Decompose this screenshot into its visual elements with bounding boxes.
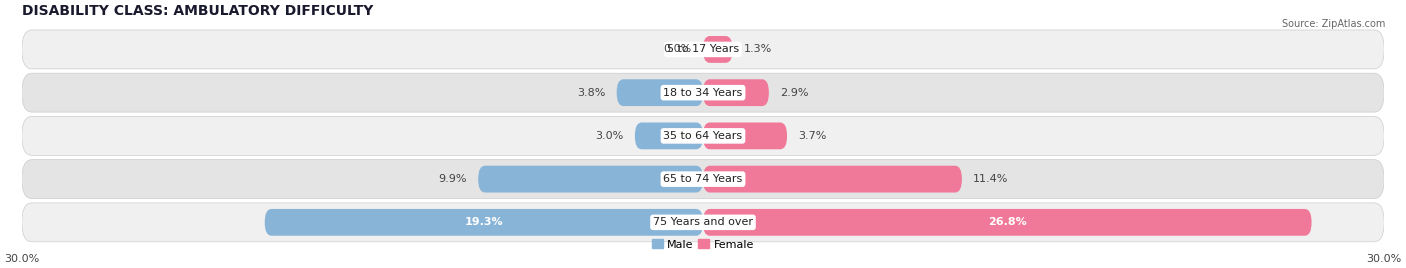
FancyBboxPatch shape <box>478 166 703 192</box>
Text: Source: ZipAtlas.com: Source: ZipAtlas.com <box>1281 19 1385 29</box>
Text: 18 to 34 Years: 18 to 34 Years <box>664 88 742 98</box>
Text: 19.3%: 19.3% <box>464 217 503 227</box>
FancyBboxPatch shape <box>264 209 703 236</box>
FancyBboxPatch shape <box>21 30 1385 69</box>
Text: 35 to 64 Years: 35 to 64 Years <box>664 131 742 141</box>
FancyBboxPatch shape <box>21 160 1385 199</box>
Legend: Male, Female: Male, Female <box>647 234 759 254</box>
FancyBboxPatch shape <box>617 79 703 106</box>
Text: 65 to 74 Years: 65 to 74 Years <box>664 174 742 184</box>
FancyBboxPatch shape <box>703 122 787 149</box>
Text: 3.8%: 3.8% <box>576 88 606 98</box>
Text: 5 to 17 Years: 5 to 17 Years <box>666 44 740 54</box>
FancyBboxPatch shape <box>21 116 1385 155</box>
FancyBboxPatch shape <box>703 166 962 192</box>
Text: DISABILITY CLASS: AMBULATORY DIFFICULTY: DISABILITY CLASS: AMBULATORY DIFFICULTY <box>21 4 373 18</box>
Text: 75 Years and over: 75 Years and over <box>652 217 754 227</box>
Text: 3.0%: 3.0% <box>595 131 623 141</box>
FancyBboxPatch shape <box>703 79 769 106</box>
Text: 0.0%: 0.0% <box>664 44 692 54</box>
FancyBboxPatch shape <box>703 209 1312 236</box>
FancyBboxPatch shape <box>636 122 703 149</box>
Text: 11.4%: 11.4% <box>973 174 1008 184</box>
Text: 9.9%: 9.9% <box>439 174 467 184</box>
FancyBboxPatch shape <box>703 36 733 63</box>
FancyBboxPatch shape <box>21 73 1385 112</box>
Text: 3.7%: 3.7% <box>799 131 827 141</box>
Text: 26.8%: 26.8% <box>988 217 1026 227</box>
FancyBboxPatch shape <box>21 203 1385 242</box>
Text: 1.3%: 1.3% <box>744 44 772 54</box>
Text: 2.9%: 2.9% <box>780 88 808 98</box>
